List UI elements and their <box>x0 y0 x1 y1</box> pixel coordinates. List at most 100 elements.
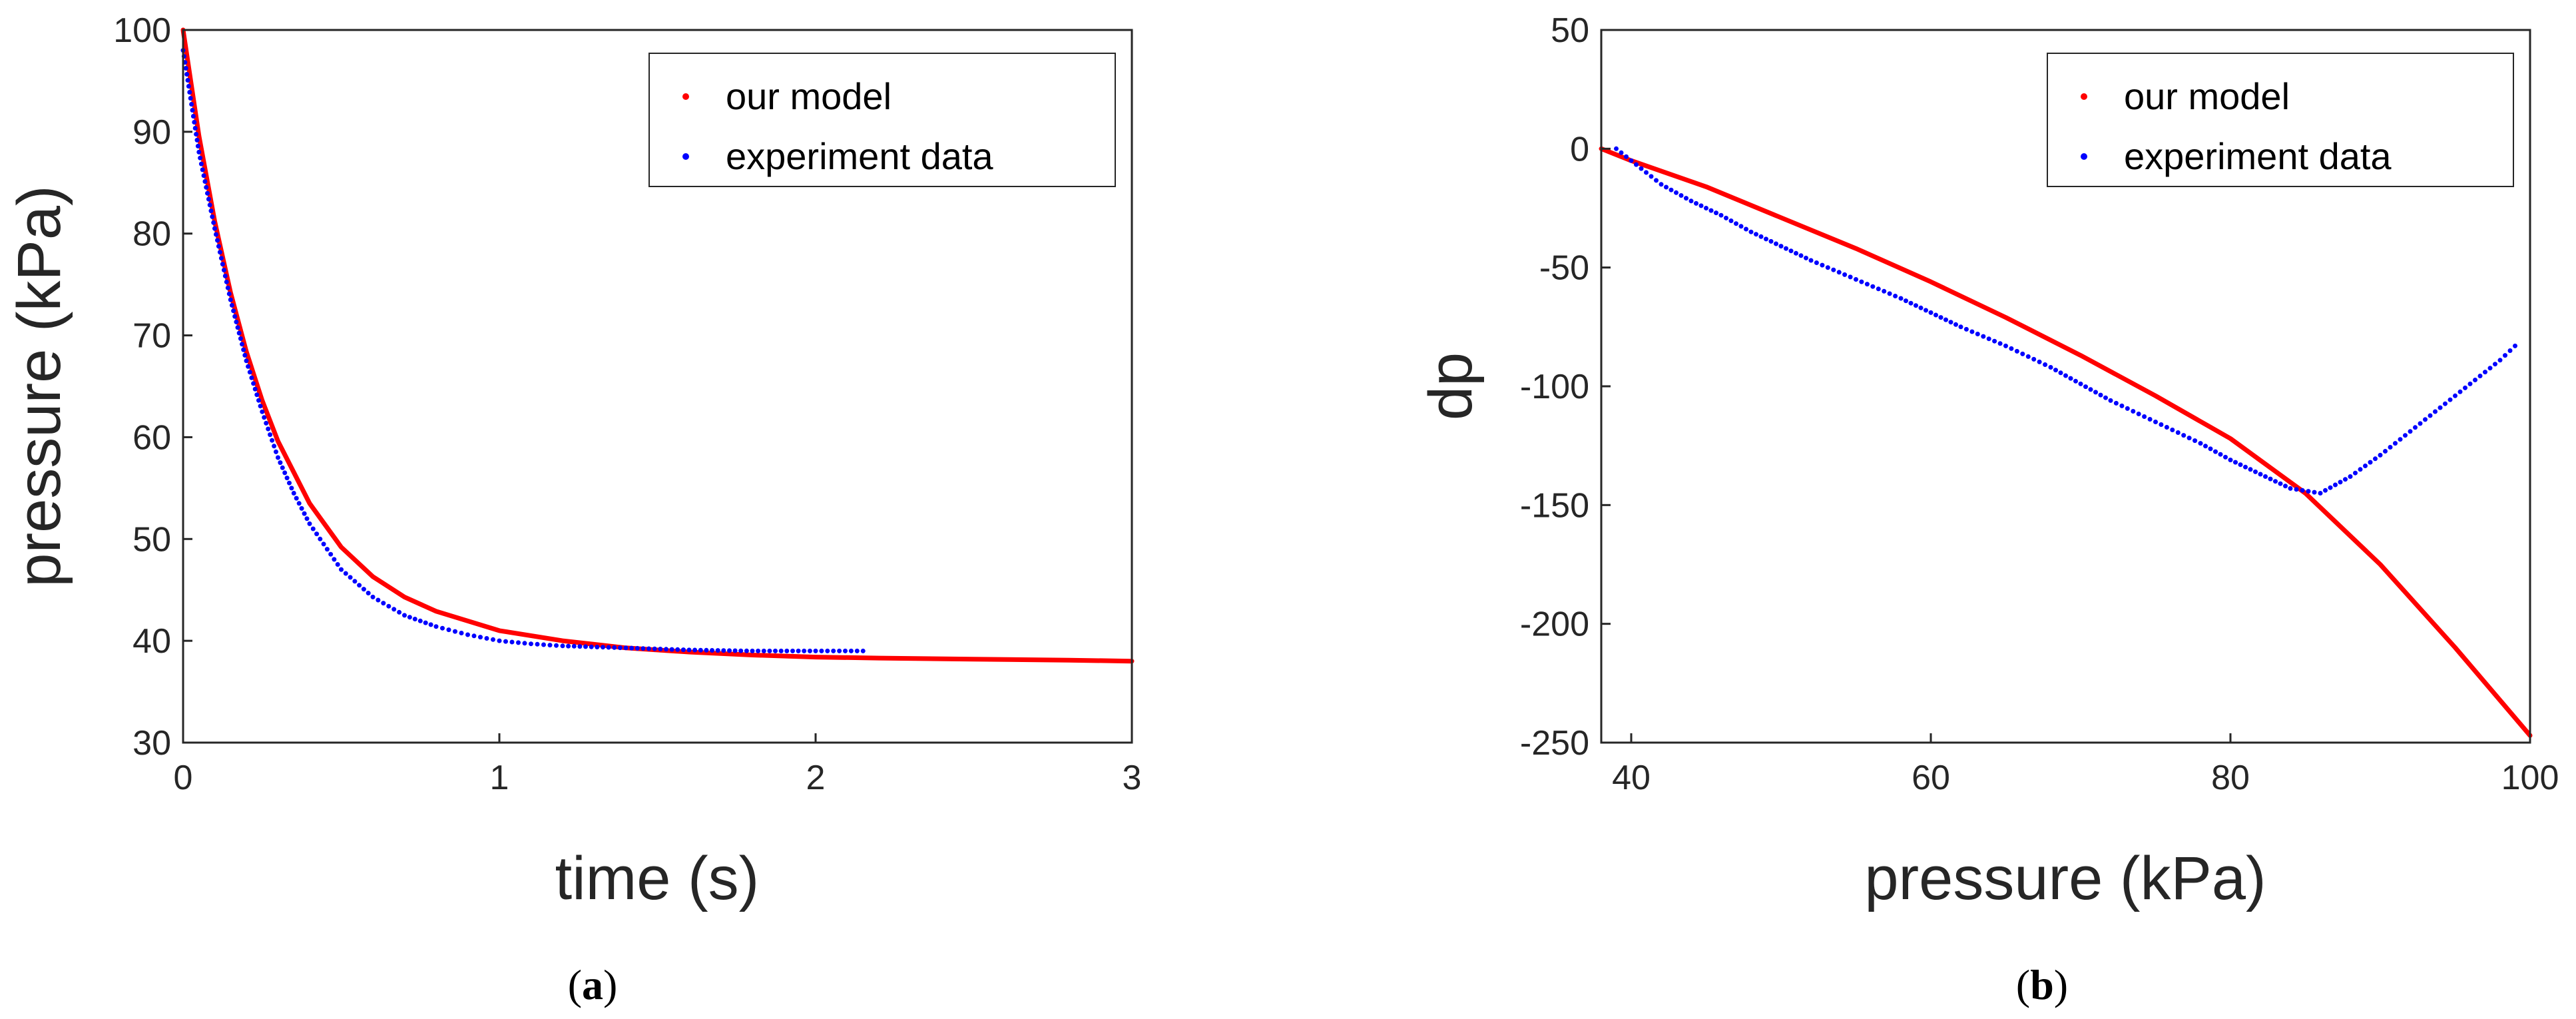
data-point <box>192 126 198 131</box>
data-point <box>205 190 210 196</box>
data-point <box>238 336 243 341</box>
data-point <box>296 501 302 506</box>
data-point <box>2063 373 2068 378</box>
data-point <box>1938 315 1943 320</box>
series-dots-experiment-b <box>1614 146 2517 496</box>
data-point <box>247 370 252 375</box>
data-point <box>222 273 228 278</box>
data-point <box>669 647 674 652</box>
data-point <box>1804 255 1808 260</box>
data-point <box>276 455 280 460</box>
data-point <box>2338 480 2343 485</box>
data-point <box>1933 312 1938 318</box>
x-tick-label-a: 3 <box>1123 759 1142 797</box>
data-point <box>2467 381 2473 386</box>
data-point <box>1859 279 1864 284</box>
data-point <box>1688 198 1694 204</box>
data-point <box>2433 409 2438 414</box>
data-point <box>1629 158 1634 163</box>
data-point <box>2142 414 2147 419</box>
legend-a: our model experiment data <box>648 53 1116 187</box>
data-point <box>274 449 278 454</box>
data-point <box>2368 460 2373 465</box>
data-point <box>2477 374 2483 378</box>
data-point <box>646 646 651 651</box>
data-point <box>1948 320 1953 325</box>
data-point <box>744 648 749 653</box>
data-point <box>1678 193 1684 198</box>
data-point <box>807 648 812 653</box>
data-point <box>2428 413 2433 418</box>
x-axis-label-b: pressure (kPa) <box>1864 845 2266 912</box>
y-tick-label-b: -100 <box>1520 368 1589 406</box>
y-tick-label-a: 40 <box>132 622 171 661</box>
data-point <box>738 648 744 653</box>
data-point <box>2175 430 2181 435</box>
data-point <box>2463 385 2467 390</box>
data-point <box>282 470 288 476</box>
data-point <box>2388 445 2393 450</box>
data-point <box>280 465 285 470</box>
data-point <box>1754 232 1758 237</box>
data-point <box>658 647 663 651</box>
data-point <box>843 648 848 653</box>
data-point <box>732 648 738 653</box>
series-dots-experiment-a <box>180 48 866 653</box>
data-point <box>854 648 860 653</box>
data-point <box>2328 485 2333 490</box>
data-point <box>704 647 709 653</box>
data-point <box>1981 334 1986 339</box>
data-point <box>1744 226 1748 232</box>
data-point <box>2373 456 2378 462</box>
data-point <box>2363 464 2368 468</box>
data-point <box>270 438 275 443</box>
data-point <box>641 646 646 651</box>
data-point <box>2403 433 2408 438</box>
data-point <box>241 347 246 352</box>
data-point <box>207 202 212 208</box>
data-point <box>2003 343 2008 348</box>
data-point <box>314 531 320 537</box>
legend-label-model-a: our model <box>726 75 892 117</box>
data-point <box>348 575 353 580</box>
data-point <box>1634 162 1639 167</box>
data-point <box>194 137 200 143</box>
data-point <box>2268 476 2273 482</box>
data-point <box>459 631 464 635</box>
data-point <box>2457 389 2463 394</box>
data-point <box>2443 401 2447 406</box>
data-point <box>2393 441 2398 446</box>
data-point <box>224 279 229 284</box>
data-point <box>332 557 337 562</box>
data-point <box>423 620 428 625</box>
data-point <box>1644 170 1649 175</box>
data-point <box>2103 395 2108 400</box>
data-point <box>698 647 703 653</box>
caption-b: (b) <box>2016 961 2068 1008</box>
data-point <box>1969 329 1975 334</box>
data-point <box>710 648 714 653</box>
data-point <box>2119 403 2125 408</box>
data-point <box>2192 438 2198 444</box>
y-tick-label-a: 100 <box>113 11 171 50</box>
data-point <box>778 648 784 653</box>
data-point <box>1943 317 1948 322</box>
data-point <box>1708 208 1714 213</box>
data-point <box>2333 482 2338 488</box>
data-point <box>1704 206 1708 210</box>
data-point <box>428 622 433 627</box>
y-axis-label-b: dp <box>1417 352 1485 420</box>
data-point <box>1882 288 1887 294</box>
data-point <box>240 342 244 347</box>
data-point <box>571 643 577 649</box>
data-point <box>635 645 640 651</box>
data-point <box>727 648 732 653</box>
data-point <box>412 617 417 621</box>
data-point <box>225 285 230 290</box>
y-tick-label-b: -200 <box>1520 605 1589 644</box>
data-point <box>554 643 559 648</box>
x-ticks-a: 0 1 2 3 <box>174 733 1142 797</box>
data-point <box>2058 370 2063 376</box>
data-point <box>254 392 260 398</box>
data-point <box>2025 354 2031 359</box>
